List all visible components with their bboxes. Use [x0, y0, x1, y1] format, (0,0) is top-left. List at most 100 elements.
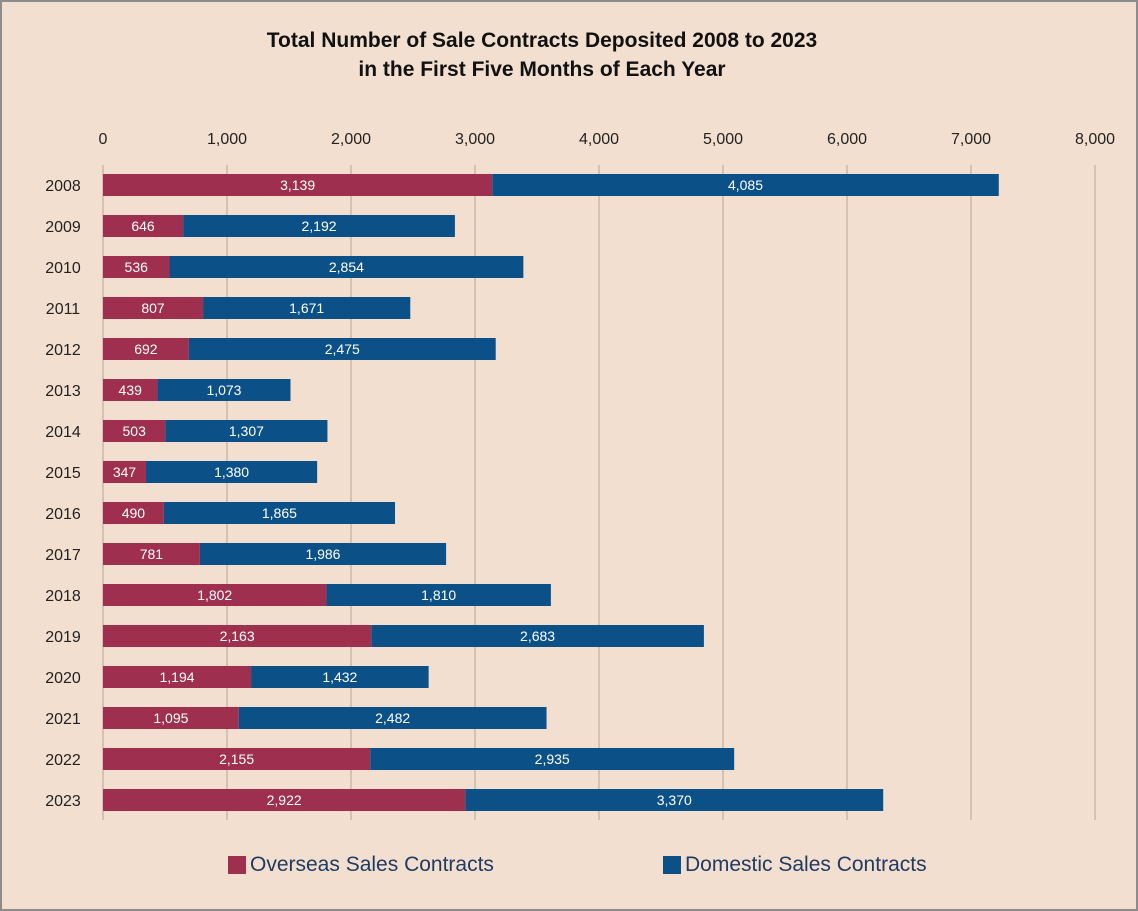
year-label: 2008: [45, 178, 81, 195]
bar-domestic: [251, 666, 429, 688]
year-label: 2017: [45, 547, 81, 564]
bar-overseas: [103, 707, 239, 729]
data-label-overseas: 2,155: [219, 751, 254, 767]
data-label-overseas: 439: [119, 382, 143, 398]
data-label-overseas: 2,922: [267, 792, 302, 808]
bar-overseas: [103, 256, 170, 278]
year-label: 2009: [45, 219, 81, 236]
year-label: 2011: [46, 301, 81, 318]
year-label: 2015: [45, 465, 81, 482]
bar-domestic: [183, 215, 455, 237]
data-label-overseas: 1,802: [197, 587, 232, 603]
x-tick-label: 4,000: [579, 131, 619, 148]
x-tick-label: 8,000: [1075, 131, 1115, 148]
bar-overseas: [103, 297, 204, 319]
data-label-domestic: 1,073: [206, 382, 241, 398]
year-label: 2021: [45, 711, 81, 728]
legend-label-domestic: Domestic Sales Contracts: [685, 853, 927, 876]
year-label: 2023: [45, 793, 81, 810]
bar-overseas: [103, 502, 164, 524]
year-label: 2012: [45, 342, 81, 359]
data-label-domestic: 1,380: [214, 464, 249, 480]
bar-overseas: [103, 584, 327, 606]
bar-overseas: [103, 174, 493, 196]
year-label: 2016: [45, 506, 81, 523]
year-label: 2014: [45, 424, 81, 441]
data-label-overseas: 781: [140, 546, 164, 562]
chart-title-line-1: Total Number of Sale Contracts Deposited…: [266, 29, 818, 52]
data-label-domestic: 1,986: [305, 546, 340, 562]
data-label-domestic: 2,854: [329, 259, 364, 275]
bar-overseas: [103, 789, 466, 811]
bar-overseas: [103, 338, 189, 360]
data-label-overseas: 536: [125, 259, 149, 275]
x-tick-label: 1,000: [207, 131, 247, 148]
bar-overseas: [103, 748, 371, 770]
data-label-domestic: 1,432: [322, 669, 357, 685]
x-tick-label: 0: [99, 131, 108, 148]
bar-domestic: [188, 338, 496, 360]
bar-overseas: [103, 215, 184, 237]
x-tick-label: 5,000: [703, 131, 743, 148]
bar-overseas: [103, 379, 158, 401]
data-label-overseas: 347: [113, 464, 137, 480]
x-axis-tick-labels: 0 1,000 2,000 3,000 4,000 5,000 6,000 7,000 8,00…: [99, 131, 1116, 148]
year-label: 2010: [45, 260, 81, 277]
bar-domestic: [465, 789, 884, 811]
legend-swatch-domestic: [663, 856, 681, 874]
legend-item-overseas: Overseas Sales Contracts: [228, 850, 494, 880]
data-label-domestic: 2,683: [520, 628, 555, 644]
bar-overseas: [103, 666, 252, 688]
bar-data-labels: 3,139 4,085 646 2,192 536 2,854 807 1,671 692 2,4…: [113, 177, 763, 808]
data-label-domestic: 4,085: [728, 177, 763, 193]
year-label: 2020: [45, 670, 81, 687]
year-label: 2018: [45, 588, 81, 605]
bar-domestic: [492, 174, 999, 196]
chart-title-line-2: in the First Five Months of Each Year: [358, 58, 726, 81]
bar-domestic: [146, 461, 318, 483]
data-label-overseas: 692: [134, 341, 158, 357]
data-label-overseas: 1,194: [160, 669, 195, 685]
x-tick-label: 6,000: [827, 131, 867, 148]
legend-swatch-overseas: [228, 856, 246, 874]
data-label-domestic: 1,865: [262, 505, 297, 521]
data-label-overseas: 2,163: [220, 628, 255, 644]
data-label-domestic: 1,307: [229, 423, 264, 439]
data-label-overseas: 646: [131, 218, 155, 234]
bar-domestic: [157, 379, 291, 401]
x-tick-label: 7,000: [951, 131, 991, 148]
legend-item-domestic: Domestic Sales Contracts: [663, 850, 927, 880]
data-label-overseas: 503: [123, 423, 147, 439]
bar-domestic: [203, 297, 411, 319]
bar-overseas: [103, 420, 166, 442]
bar-domestic: [371, 625, 704, 647]
bar-overseas: [103, 625, 372, 647]
bar-domestic: [165, 420, 328, 442]
x-tick-label: 3,000: [455, 131, 495, 148]
year-label: 2022: [45, 752, 81, 769]
bar-overseas: [103, 461, 147, 483]
legend-label-overseas: Overseas Sales Contracts: [250, 853, 494, 876]
data-label-domestic: 2,935: [535, 751, 570, 767]
data-label-overseas: 1,095: [153, 710, 188, 726]
bar-domestic: [169, 256, 524, 278]
bar-overseas: [103, 543, 200, 565]
year-label: 2013: [45, 383, 81, 400]
data-label-domestic: 3,370: [657, 792, 692, 808]
bar-domestic: [199, 543, 447, 565]
data-label-domestic: 1,671: [289, 300, 324, 316]
y-axis-category-labels: 2008 2009 2010 2011 2012 2013 2014 2015 2016 2017…: [45, 178, 81, 810]
data-label-overseas: 807: [141, 300, 165, 316]
data-label-overseas: 490: [122, 505, 146, 521]
chart-title: Total Number of Sale Contracts Deposited…: [2, 26, 1082, 84]
bar-domestic: [238, 707, 547, 729]
data-label-overseas: 3,139: [280, 177, 315, 193]
bar-domestic: [370, 748, 735, 770]
year-label: 2019: [45, 629, 81, 646]
data-label-domestic: 2,192: [301, 218, 336, 234]
bar-domestic: [326, 584, 551, 606]
data-label-domestic: 2,475: [325, 341, 360, 357]
bar-domestic: [163, 502, 396, 524]
data-label-domestic: 1,810: [421, 587, 456, 603]
